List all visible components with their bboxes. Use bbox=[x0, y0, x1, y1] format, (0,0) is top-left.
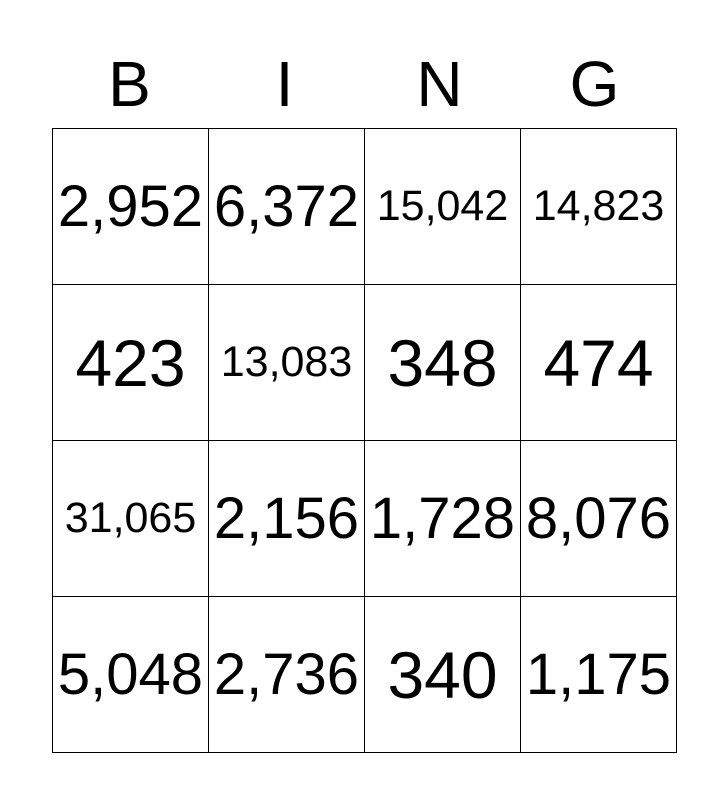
table-row: 5,048 2,736 340 1,175 bbox=[52, 596, 677, 753]
bingo-cell-r0c0[interactable]: 2,952 bbox=[52, 128, 209, 285]
bingo-cell-r0c3[interactable]: 14,823 bbox=[520, 128, 677, 285]
bingo-cell-r0c1[interactable]: 6,372 bbox=[208, 128, 365, 285]
header-letter-g: G bbox=[569, 48, 620, 120]
bingo-cell-r2c3[interactable]: 8,076 bbox=[520, 440, 677, 597]
bingo-cell-r1c2[interactable]: 348 bbox=[364, 284, 521, 441]
header-letter-i: I bbox=[275, 48, 294, 120]
bingo-cell-r1c3[interactable]: 474 bbox=[520, 284, 677, 441]
bingo-cell-r3c2[interactable]: 340 bbox=[364, 596, 521, 753]
bingo-cell-r0c2[interactable]: 15,042 bbox=[364, 128, 521, 285]
table-row: 31,065 2,156 1,728 8,076 bbox=[52, 440, 677, 597]
table-row: 423 13,083 348 474 bbox=[52, 284, 677, 441]
bingo-header: B I N G bbox=[52, 0, 672, 128]
bingo-cell-r2c2[interactable]: 1,728 bbox=[364, 440, 521, 597]
header-letter-n: N bbox=[416, 48, 463, 120]
bingo-cell-r3c0[interactable]: 5,048 bbox=[52, 596, 209, 753]
bingo-cell-r2c1[interactable]: 2,156 bbox=[208, 440, 365, 597]
bingo-cell-r3c1[interactable]: 2,736 bbox=[208, 596, 365, 753]
bingo-cell-r1c0[interactable]: 423 bbox=[52, 284, 209, 441]
bingo-cell-r1c1[interactable]: 13,083 bbox=[208, 284, 365, 441]
header-letter-b: B bbox=[108, 48, 151, 120]
bingo-grid: 2,952 6,372 15,042 14,823 423 13,083 348… bbox=[52, 128, 677, 753]
bingo-cell-r3c3[interactable]: 1,175 bbox=[520, 596, 677, 753]
bingo-cell-r2c0[interactable]: 31,065 bbox=[52, 440, 209, 597]
bingo-card: B I N G 2,952 6,372 15,042 14,823 423 13… bbox=[52, 0, 677, 753]
table-row: 2,952 6,372 15,042 14,823 bbox=[52, 128, 677, 285]
